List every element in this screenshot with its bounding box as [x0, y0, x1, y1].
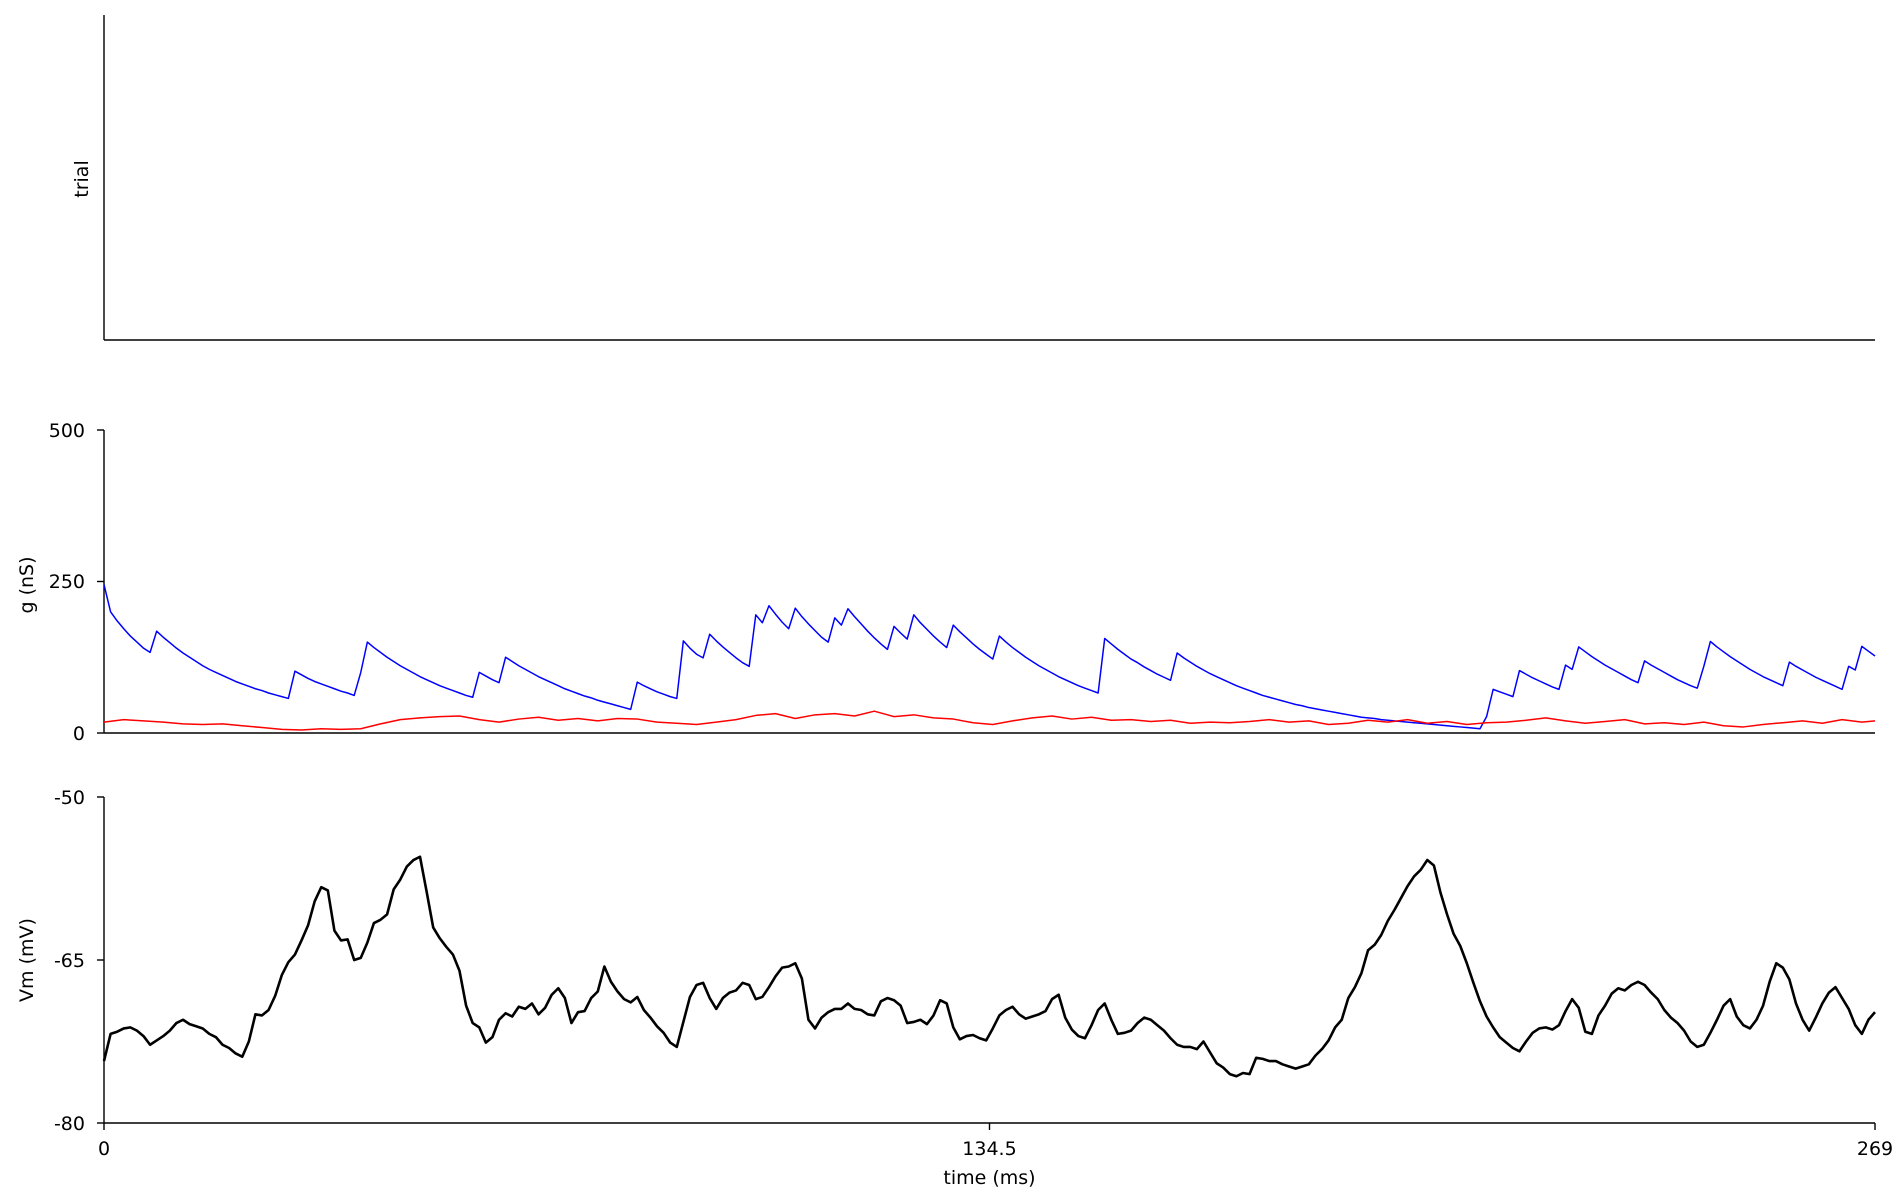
vm-ytick-label-1: -65	[54, 950, 85, 972]
conductance-ytick-label-0: 0	[73, 723, 85, 745]
conductance-series	[103, 584, 1876, 731]
vm-xtick-label-0: 0	[98, 1138, 110, 1160]
conductance-series-1	[103, 710, 1876, 731]
vm-y-label: Vm (mV)	[16, 918, 38, 1002]
conductance-series-0	[103, 584, 1876, 730]
vm-ytick-label-2: -50	[54, 787, 85, 809]
vm-ytick-label-0: -80	[54, 1113, 85, 1135]
raster-y-label: trial	[71, 160, 93, 197]
vm-xtick-label-2: 269	[1857, 1138, 1893, 1160]
raster-panel: trial	[71, 15, 1875, 341]
conductance-panel: 0 250 500 g (nS)	[16, 420, 1876, 745]
vm-series-0	[102, 855, 1876, 1078]
vm-xtick-label-1: 134.5	[962, 1138, 1016, 1160]
vm-x-label: time (ms)	[943, 1167, 1035, 1189]
conductance-ytick-label-1: 250	[49, 571, 85, 593]
vm-series-group	[102, 855, 1876, 1078]
vm-panel: -80 -65 -50 Vm (mV) 0 134.5 269 time (ms…	[16, 787, 1893, 1189]
conductance-ytick-label-2: 500	[49, 420, 85, 442]
conductance-y-label: g (nS)	[16, 556, 38, 613]
